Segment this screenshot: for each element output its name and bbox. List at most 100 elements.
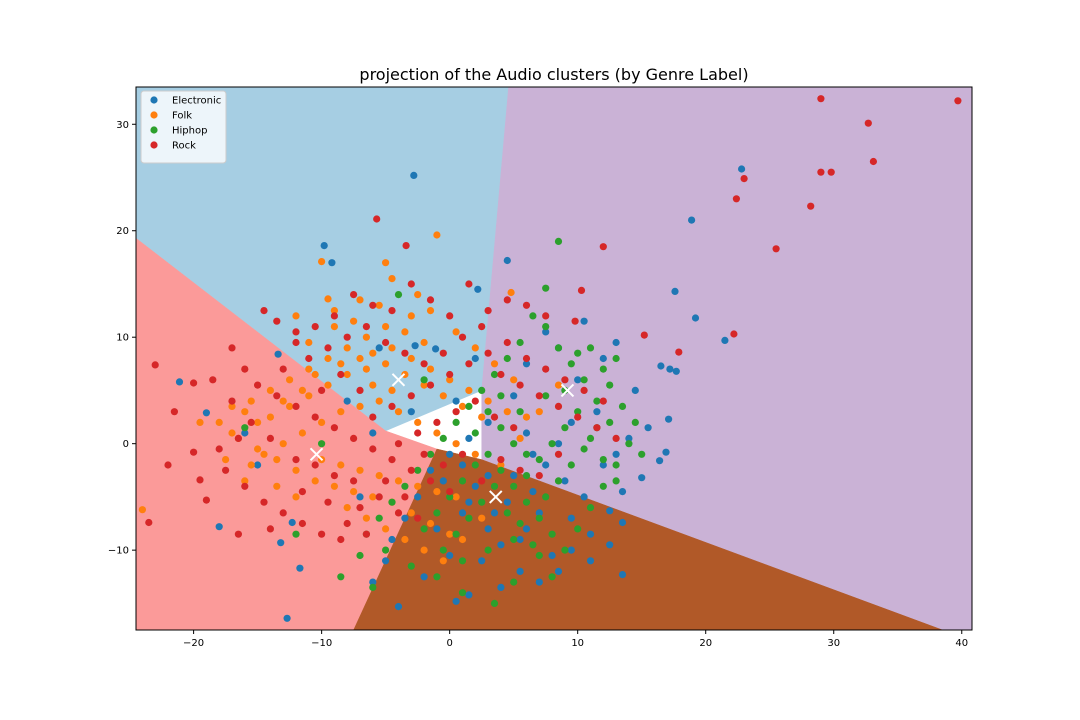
data-point-rock	[356, 386, 364, 394]
data-point-rock	[452, 408, 460, 416]
data-point-electronic	[320, 242, 328, 250]
data-point-rock	[772, 245, 780, 253]
data-point-folk	[388, 344, 396, 352]
data-point-hiphop	[394, 291, 403, 299]
data-point-electronic	[369, 578, 377, 586]
data-point-rock	[170, 408, 178, 416]
data-point-folk	[324, 295, 332, 303]
data-point-folk	[478, 413, 486, 421]
data-point-folk	[452, 328, 460, 336]
data-point-rock	[439, 349, 447, 357]
data-point-folk	[356, 466, 364, 474]
data-point-electronic	[657, 362, 665, 370]
data-point-hiphop	[388, 498, 396, 506]
data-point-rock	[478, 477, 486, 485]
data-point-electronic	[535, 578, 543, 586]
data-point-rock	[311, 323, 319, 331]
data-point-hiphop	[542, 493, 550, 501]
data-point-electronic	[407, 408, 415, 416]
data-point-hiphop	[599, 482, 607, 490]
x-tick-label: 40	[955, 638, 968, 649]
data-point-folk	[305, 365, 313, 373]
data-point-electronic	[254, 461, 262, 469]
data-point-rock	[446, 370, 454, 379]
data-point-rock	[522, 301, 531, 309]
data-point-rock	[571, 317, 579, 325]
data-point-hiphop	[522, 498, 531, 506]
data-point-rock	[190, 448, 198, 456]
data-point-electronic	[375, 344, 383, 352]
data-point-rock	[151, 361, 159, 369]
data-point-rock	[522, 354, 531, 363]
data-point-folk	[382, 259, 390, 267]
data-point-rock	[350, 291, 358, 299]
data-point-folk	[446, 530, 454, 538]
data-point-folk	[382, 323, 390, 331]
data-point-hiphop	[625, 440, 633, 448]
data-point-rock	[535, 392, 543, 400]
data-point-rock	[330, 424, 338, 432]
data-point-hiphop	[561, 546, 569, 554]
data-point-folk	[337, 461, 345, 469]
data-point-hiphop	[458, 557, 467, 565]
data-point-rock	[254, 381, 262, 389]
data-point-hiphop	[465, 402, 473, 410]
data-point-electronic	[328, 259, 336, 267]
data-point-electronic	[446, 450, 454, 458]
chart-title: projection of the Audio clusters (by Gen…	[359, 65, 748, 84]
data-point-rock	[369, 445, 377, 453]
data-point-electronic	[452, 597, 460, 605]
data-point-electronic	[478, 557, 486, 565]
data-point-electronic	[241, 429, 249, 437]
data-point-hiphop	[638, 450, 646, 458]
data-point-folk	[375, 301, 383, 309]
data-point-electronic	[567, 418, 575, 426]
legend: Electronic Folk Hiphop Rock	[140, 90, 227, 164]
data-point-rock	[458, 333, 467, 341]
data-point-folk	[254, 445, 262, 453]
data-point-folk	[298, 429, 306, 437]
data-point-hiphop	[439, 546, 447, 554]
data-point-folk	[407, 312, 415, 320]
data-point-hiphop	[580, 376, 588, 384]
data-point-rock	[439, 461, 447, 469]
data-point-folk	[458, 535, 467, 544]
data-point-rock	[337, 535, 345, 544]
data-point-folk	[356, 402, 364, 410]
y-tick-label: −10	[108, 546, 129, 557]
data-point-hiphop	[337, 573, 345, 581]
data-point-electronic	[283, 614, 291, 622]
data-point-electronic	[274, 350, 282, 358]
data-point-hiphop	[503, 509, 511, 517]
data-point-hiphop	[369, 583, 377, 592]
data-point-hiphop	[420, 525, 428, 533]
data-point-hiphop	[452, 530, 460, 538]
data-point-hiphop	[580, 445, 588, 453]
data-point-electronic	[554, 440, 563, 448]
data-point-rock	[279, 509, 287, 517]
data-point-rock	[420, 360, 428, 368]
data-point-folk	[407, 509, 415, 517]
data-point-electronic	[644, 424, 652, 432]
data-point-folk	[279, 397, 287, 405]
data-point-rock	[382, 477, 390, 485]
data-point-rock	[209, 376, 217, 384]
data-point-electronic	[567, 546, 575, 554]
data-point-folk	[382, 360, 390, 368]
data-point-rock	[402, 242, 410, 250]
data-point-folk	[471, 450, 479, 458]
data-point-electronic	[411, 342, 419, 350]
data-point-folk	[522, 413, 531, 421]
data-point-folk	[292, 466, 300, 474]
data-point-hiphop	[356, 551, 364, 560]
data-point-folk	[535, 408, 543, 416]
data-point-electronic	[394, 603, 403, 611]
data-point-rock	[369, 301, 377, 309]
data-point-rock	[362, 323, 370, 331]
data-point-rock	[260, 498, 268, 506]
data-point-electronic	[606, 507, 614, 515]
data-point-folk	[394, 408, 403, 416]
data-point-rock	[574, 413, 582, 421]
data-point-electronic	[638, 474, 646, 482]
data-point-rock	[864, 119, 872, 127]
